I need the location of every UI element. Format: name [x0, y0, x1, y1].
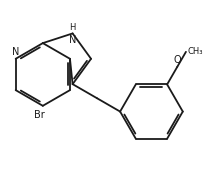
Text: Br: Br	[34, 110, 45, 119]
Text: H: H	[69, 23, 76, 32]
Text: CH₃: CH₃	[188, 47, 203, 56]
Text: O: O	[173, 55, 181, 65]
Text: N: N	[12, 47, 19, 57]
Text: N: N	[69, 35, 76, 45]
